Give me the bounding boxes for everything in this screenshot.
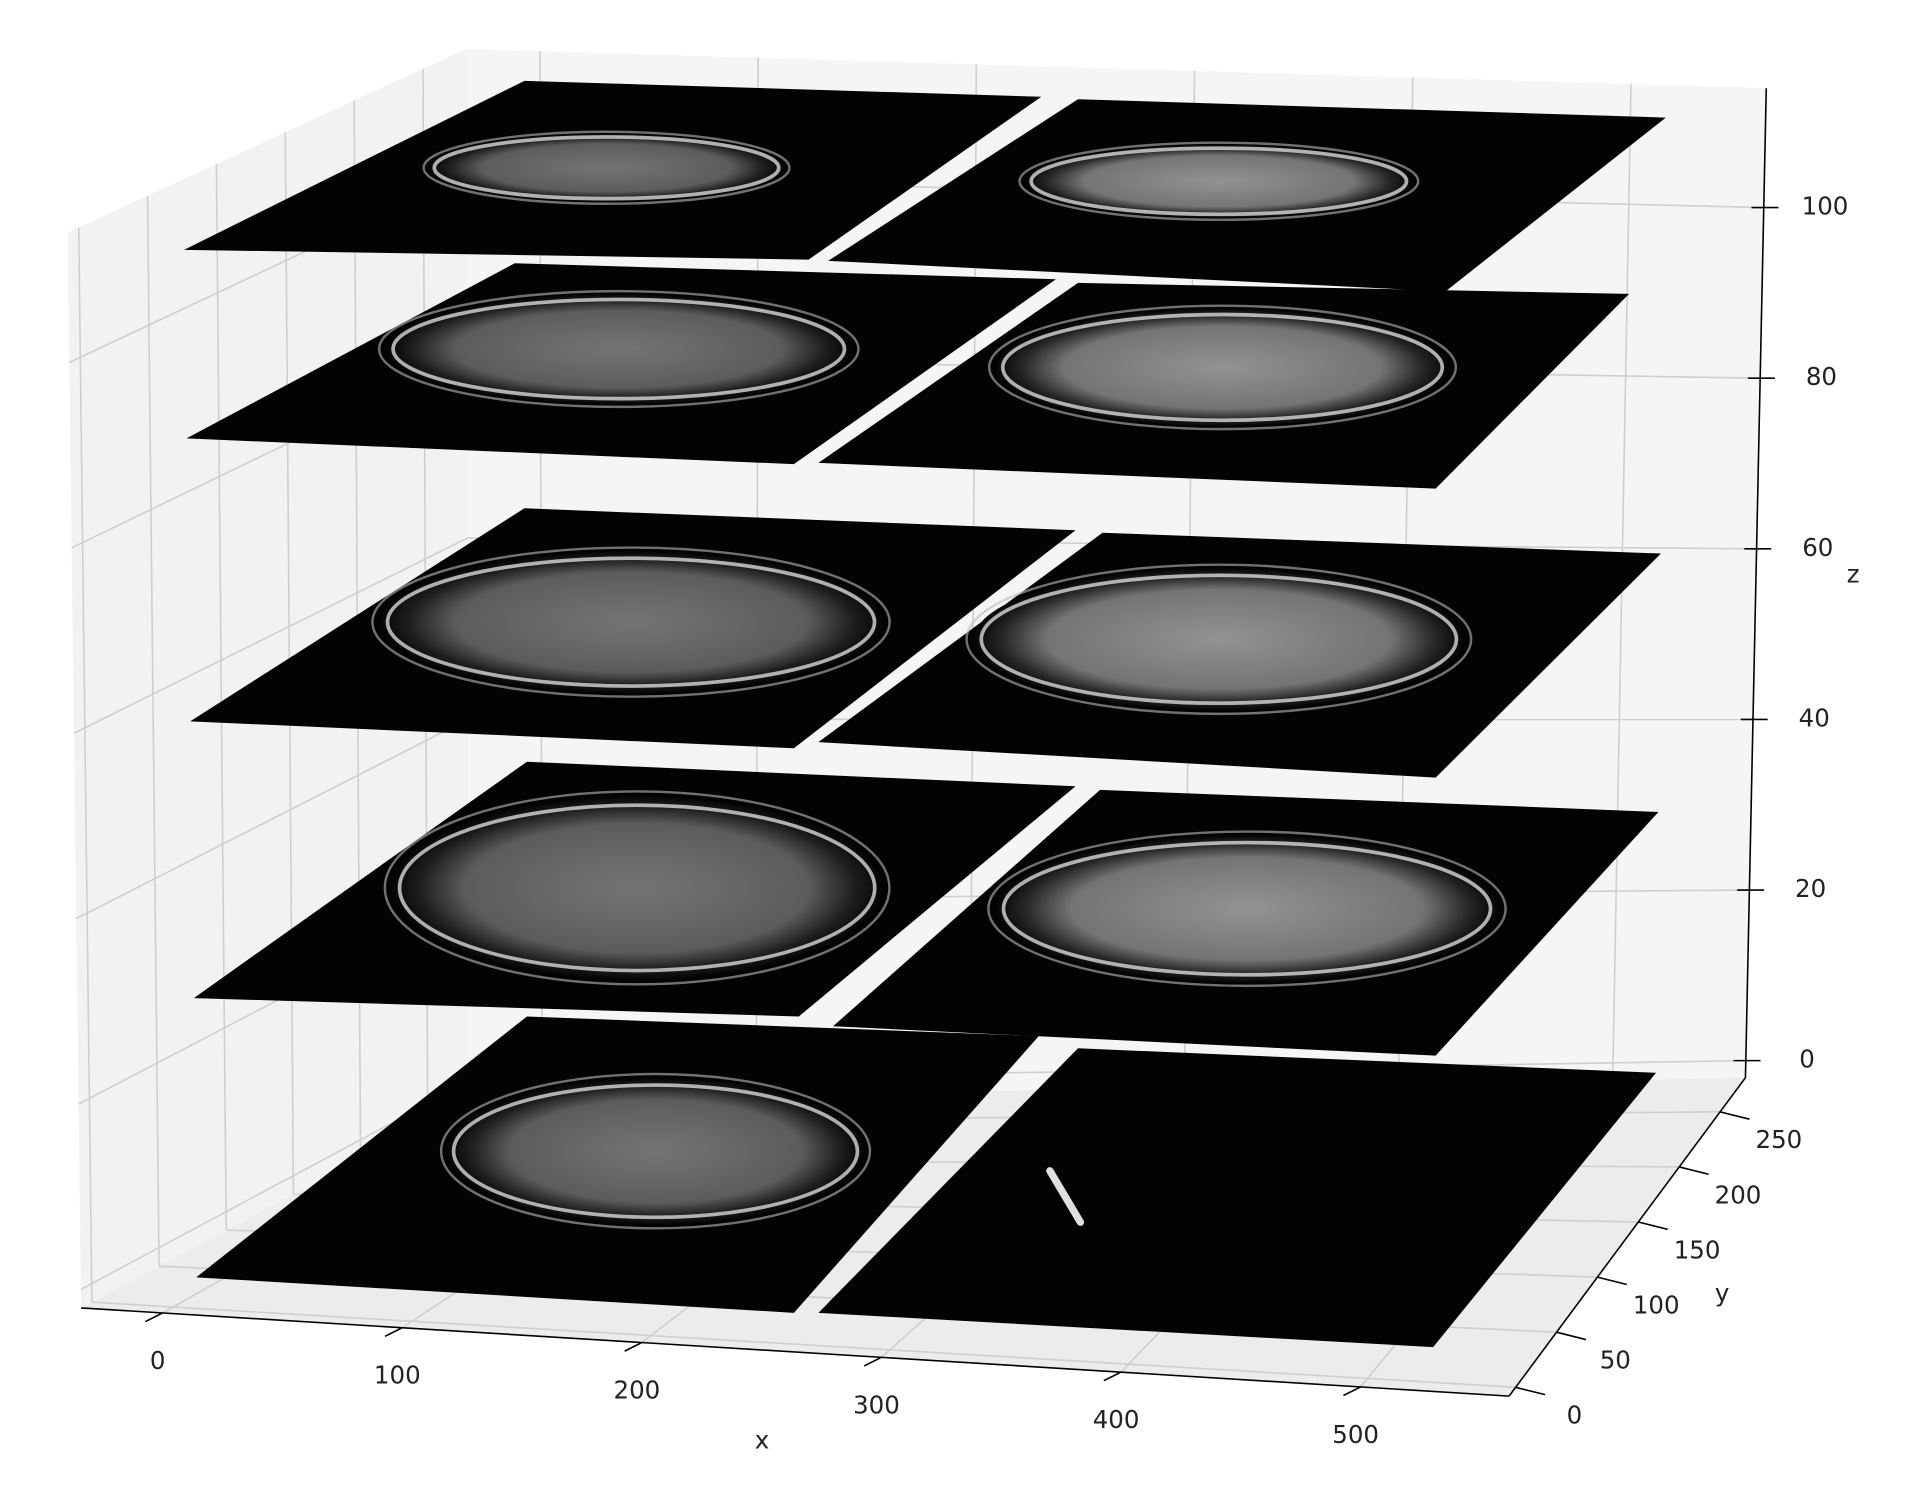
- y-tick-label: 50: [1600, 1346, 1631, 1375]
- x-tick: [384, 1327, 403, 1338]
- y-axis-line: [1508, 1077, 1747, 1397]
- labels: 0100200300400500050100150200250020406080…: [150, 192, 1860, 1455]
- scan-skull: [397, 803, 877, 973]
- scan-skull: [432, 135, 781, 201]
- y-tick-label: 100: [1633, 1291, 1680, 1320]
- scan-streak: [1046, 1167, 1085, 1226]
- scan-content: [1025, 144, 1413, 218]
- x-axis-label: x: [755, 1425, 770, 1454]
- x-tick: [1103, 1371, 1122, 1382]
- grid-line: [215, 164, 228, 1231]
- scan-content: [379, 551, 883, 694]
- x-tick: [863, 1356, 882, 1367]
- x-tick-label: 100: [374, 1361, 421, 1390]
- scan-skull: [1029, 146, 1409, 217]
- y-tick: [1679, 1166, 1709, 1176]
- scan-skull: [439, 1072, 872, 1230]
- x-tick: [145, 1312, 163, 1323]
- z-tick-label: 0: [1799, 1045, 1815, 1074]
- y-tick: [1719, 1111, 1750, 1120]
- grid-line: [77, 227, 93, 1303]
- x-tick-label: 300: [853, 1390, 900, 1419]
- axes: [81, 88, 1779, 1397]
- grid-line: [91, 1301, 1516, 1389]
- grid-line: [75, 718, 469, 920]
- y-tick-label: 150: [1674, 1235, 1721, 1264]
- scan-skull: [987, 830, 1507, 988]
- scan-content: [995, 308, 1450, 427]
- scan-skull: [377, 289, 860, 409]
- scan-content: [392, 796, 883, 980]
- scan-content: [428, 133, 785, 203]
- z-tick-label: 60: [1802, 533, 1833, 562]
- x-tick: [1343, 1386, 1361, 1397]
- scan-skull: [965, 563, 1473, 716]
- y-tick: [1597, 1276, 1628, 1286]
- scan-content: [447, 1077, 864, 1225]
- z-tick-label: 20: [1795, 874, 1826, 903]
- grid-line: [146, 195, 160, 1267]
- z-tick-label: 80: [1806, 362, 1837, 391]
- image-slices: [184, 80, 1666, 1348]
- y-axis-label: y: [1715, 1278, 1730, 1307]
- z-axis-line: [1744, 88, 1768, 1078]
- y-tick-label: 250: [1756, 1125, 1803, 1154]
- scan-skull: [383, 790, 891, 986]
- scan-skull: [385, 556, 877, 688]
- x-axis-line: [81, 1307, 1510, 1397]
- scan-content: [995, 835, 1499, 983]
- x-tick-label: 200: [614, 1376, 661, 1405]
- scan-skull: [391, 297, 847, 401]
- y-tick: [1515, 1386, 1546, 1396]
- scan-skull: [1001, 840, 1493, 977]
- scan-skull: [1000, 312, 1445, 423]
- y-tick: [1556, 1331, 1587, 1341]
- y-tick: [1638, 1221, 1668, 1231]
- y-tick-label: 200: [1715, 1180, 1762, 1209]
- scan-content: [973, 568, 1464, 711]
- scan-skull: [422, 130, 791, 206]
- x-tick-label: 400: [1093, 1405, 1140, 1434]
- image-slice: [818, 1048, 1657, 1348]
- x-tick: [624, 1341, 643, 1352]
- scan-skull: [371, 546, 891, 698]
- scan-skull: [1018, 141, 1420, 222]
- scan-skull: [987, 304, 1458, 431]
- scan-skull: [451, 1083, 860, 1220]
- x-tick-label: 500: [1332, 1420, 1379, 1449]
- z-tick-label: 100: [1802, 192, 1849, 221]
- scan-skull: [979, 573, 1459, 706]
- x-tick-label: 0: [150, 1346, 166, 1375]
- z-axis-label: z: [1847, 560, 1860, 589]
- y-tick-label: 0: [1567, 1401, 1583, 1430]
- z-tick-label: 40: [1799, 703, 1830, 732]
- grid-line: [73, 537, 468, 734]
- scan-content: [386, 293, 852, 405]
